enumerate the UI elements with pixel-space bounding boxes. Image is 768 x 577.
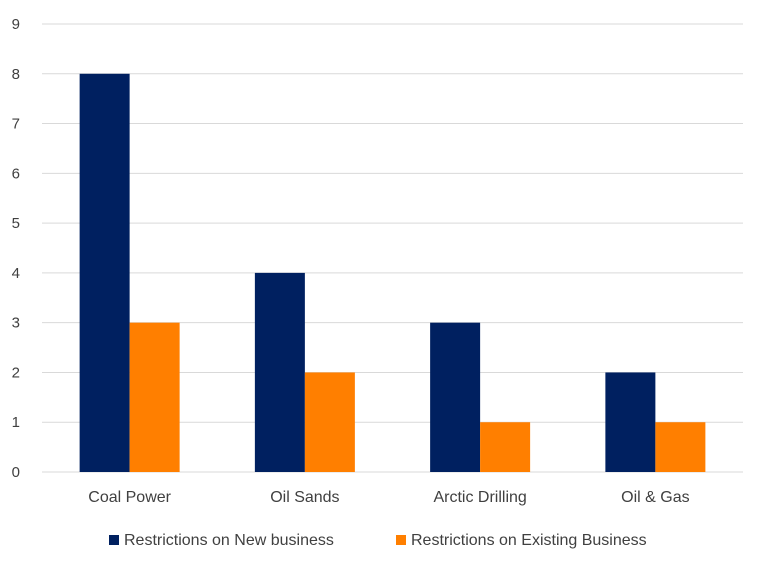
x-category-label: Oil & Gas [621, 489, 689, 506]
legend-label: Restrictions on New business [124, 532, 334, 549]
x-category-label: Arctic Drilling [433, 489, 526, 506]
bar-existing-business [655, 422, 706, 472]
legend-swatch [109, 535, 119, 545]
y-tick-label: 4 [12, 265, 20, 282]
bar-new-business [254, 272, 305, 472]
y-tick-label: 9 [12, 16, 20, 33]
y-tick-label: 7 [12, 116, 20, 133]
y-tick-label: 3 [12, 315, 20, 332]
bar-existing-business [129, 322, 180, 472]
legend-swatch [396, 535, 406, 545]
y-tick-label: 2 [12, 364, 20, 381]
x-category-label: Coal Power [88, 489, 171, 506]
y-tick-label: 6 [12, 165, 20, 182]
legend: Restrictions on New business Restrictions… [109, 532, 647, 549]
y-tick-label: 8 [12, 66, 20, 83]
y-tick-label: 0 [12, 464, 20, 481]
x-axis-category-labels: Coal Power Oil Sands Arctic Drilling Oil & … [88, 489, 689, 506]
bar-new-business [79, 73, 130, 473]
x-category-label: Oil Sands [270, 489, 339, 506]
bar-new-business [605, 372, 656, 472]
legend-label: Restrictions on Existing Business [411, 532, 647, 549]
bar-existing-business [304, 372, 355, 472]
bar-existing-business [480, 422, 531, 472]
y-tick-label: 5 [12, 215, 20, 232]
bar-new-business [430, 322, 481, 472]
y-tick-label: 1 [12, 414, 20, 431]
y-axis-tick-labels: 0 1 2 3 4 5 6 7 8 9 [12, 16, 20, 481]
bars [79, 73, 706, 473]
